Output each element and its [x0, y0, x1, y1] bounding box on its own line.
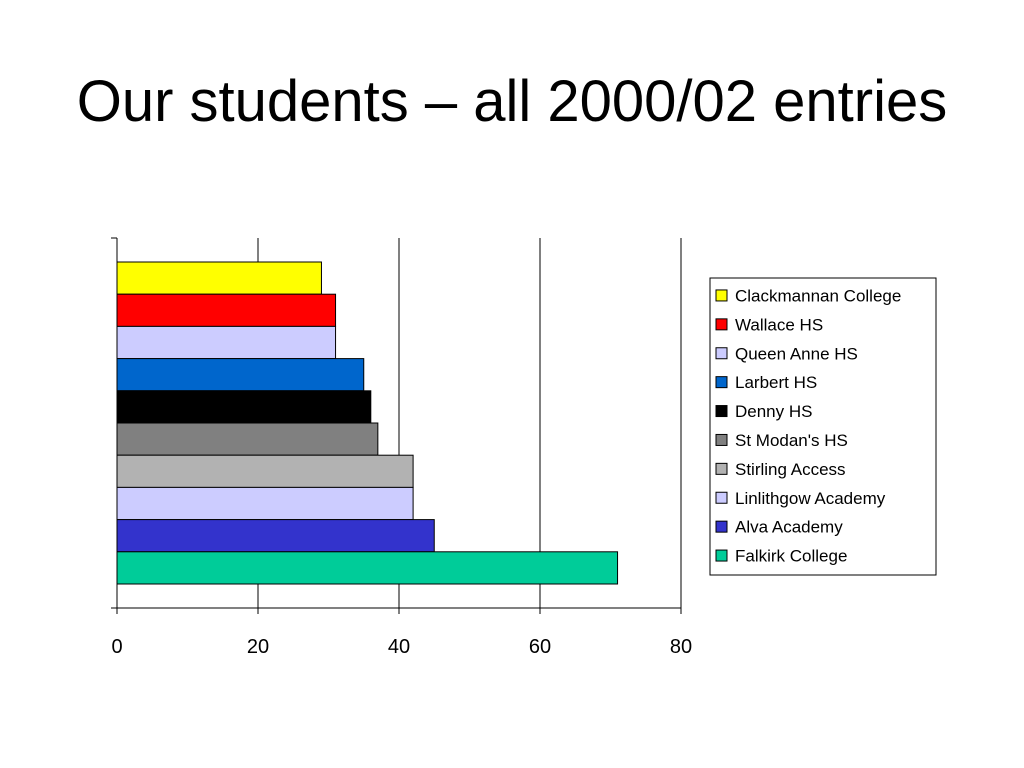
bar-clackmannan-college: [116, 261, 322, 295]
legend-swatch: [715, 549, 728, 562]
legend-box: [709, 277, 937, 576]
legend-label: Wallace HS: [735, 315, 823, 334]
bar-queen-anne-hs: [116, 325, 337, 360]
slide-title: Our students – all 2000/02 entries: [76, 69, 948, 134]
bar-linlithgow-academy: [116, 486, 414, 521]
legend-swatch: [715, 318, 728, 331]
legend-swatch: [715, 347, 728, 360]
bar-larbert-hs: [116, 358, 365, 392]
legend-swatch: [715, 405, 728, 418]
bar-falkirk-college: [116, 551, 619, 585]
x-tick-labels: 0 20 40 60 80: [111, 608, 692, 658]
bars: [116, 261, 619, 585]
x-tick-label: 60: [529, 636, 551, 658]
legend-label: Alva Academy: [735, 518, 843, 537]
legend-label: Queen Anne HS: [735, 344, 858, 363]
x-tick-label: 40: [388, 636, 410, 658]
legend-swatch: [715, 491, 728, 504]
bar-denny-hs: [116, 390, 372, 424]
bar-st-modan-s-hs: [116, 422, 379, 456]
axes: [111, 237, 681, 609]
legend-swatch: [715, 376, 728, 389]
legend-label: Falkirk College: [735, 547, 847, 566]
x-tick-label: 0: [111, 636, 122, 658]
x-tick-label: 20: [247, 636, 269, 658]
legend-label: St Modan's HS: [735, 431, 848, 450]
legend-swatch: [715, 433, 728, 446]
legend-swatch: [715, 520, 728, 533]
legend-label: Larbert HS: [735, 373, 817, 392]
legend-label: Linlithgow Academy: [735, 489, 886, 508]
legend-label: Denny HS: [735, 402, 812, 421]
bar-stirling-access: [116, 454, 414, 488]
legend-swatch: [715, 289, 728, 302]
bar-alva-academy: [116, 519, 435, 553]
bar-wallace-hs: [116, 293, 337, 327]
x-tick-label: 80: [670, 636, 692, 658]
legend-swatch: [715, 462, 728, 475]
legend: Clackmannan College Wallace HS Queen Anne …: [709, 277, 937, 576]
legend-label: Stirling Access: [735, 460, 846, 479]
legend-label: Clackmannan College: [735, 286, 901, 305]
